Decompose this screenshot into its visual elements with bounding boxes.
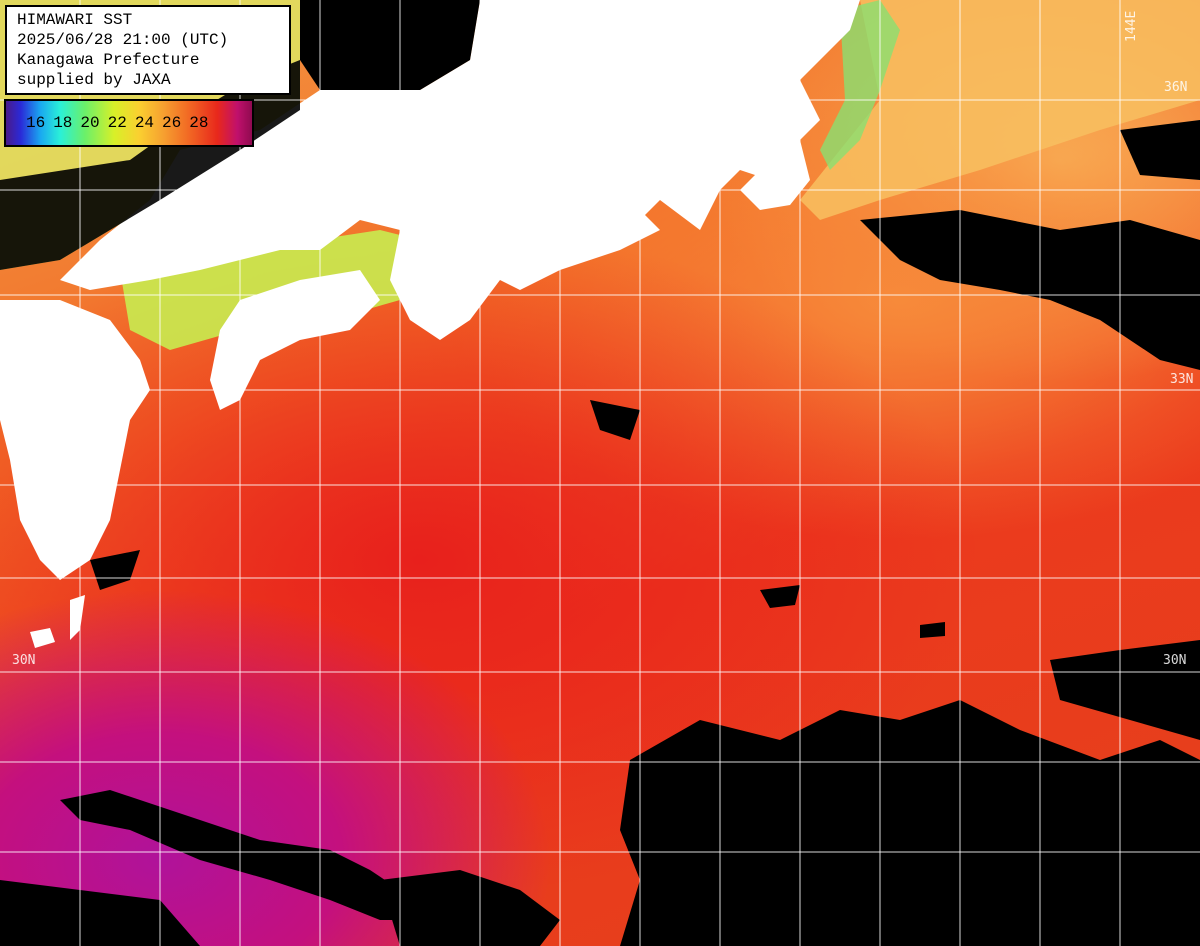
temperature-colorbar: 16 18 20 22 24 26 28 xyxy=(4,99,254,147)
colorbar-tick-18: 18 xyxy=(53,114,73,132)
colorbar-tick-22: 22 xyxy=(107,114,127,132)
cloud-mid-east xyxy=(590,400,640,440)
label-lat-33n-right: 33N xyxy=(1170,372,1194,387)
label-lon-144e: 144E xyxy=(1124,10,1139,42)
label-lon-136e: 136E xyxy=(484,10,499,42)
land-boso xyxy=(740,140,810,210)
supplier-text: supplied by JAXA xyxy=(17,71,171,89)
title-text: HIMAWARI SST xyxy=(17,11,133,29)
cloud-center-fleck xyxy=(760,585,800,608)
source-prefecture-text: Kanagawa Prefecture xyxy=(17,51,200,69)
colorbar-tick-28: 28 xyxy=(189,114,209,132)
label-lat-33n-left: 33 xyxy=(12,372,28,387)
label-lat-30n-right: 30N xyxy=(1163,653,1187,668)
cloud-right-fleck xyxy=(920,622,945,638)
land-honshu xyxy=(60,0,860,340)
colorbar-tick-24: 24 xyxy=(134,114,155,132)
land-yakushima xyxy=(30,628,55,648)
cloud-right-30n xyxy=(1050,640,1200,740)
label-lat-36n: 36N xyxy=(1164,80,1188,95)
colorbar-tick-20: 20 xyxy=(80,114,100,132)
label-lat-30n-left: 30N xyxy=(12,653,36,668)
coastal-cool-water-northeast xyxy=(800,0,1200,220)
cloud-bottom-center xyxy=(380,870,560,946)
timestamp-text: 2025/06/28 21:00 (UTC) xyxy=(17,31,229,49)
cloud-nw-coast xyxy=(300,0,480,90)
land-kii-peninsula xyxy=(480,210,660,290)
cloud-bottom-left xyxy=(0,880,200,946)
cloud-southeast-large xyxy=(620,700,1200,946)
cloud-northeast xyxy=(1120,120,1200,180)
map-title-block: HIMAWARI SST 2025/06/28 21:00 (UTC) Kana… xyxy=(5,5,291,95)
land-kyushu xyxy=(0,300,150,580)
colorbar-tick-16: 16 xyxy=(26,114,46,132)
cloud-kyushu-east xyxy=(90,550,140,590)
cloud-east-band xyxy=(860,210,1200,370)
land-shikoku xyxy=(210,270,380,410)
land-tanegashima xyxy=(70,595,85,640)
colorbar-tick-26: 26 xyxy=(162,114,182,132)
